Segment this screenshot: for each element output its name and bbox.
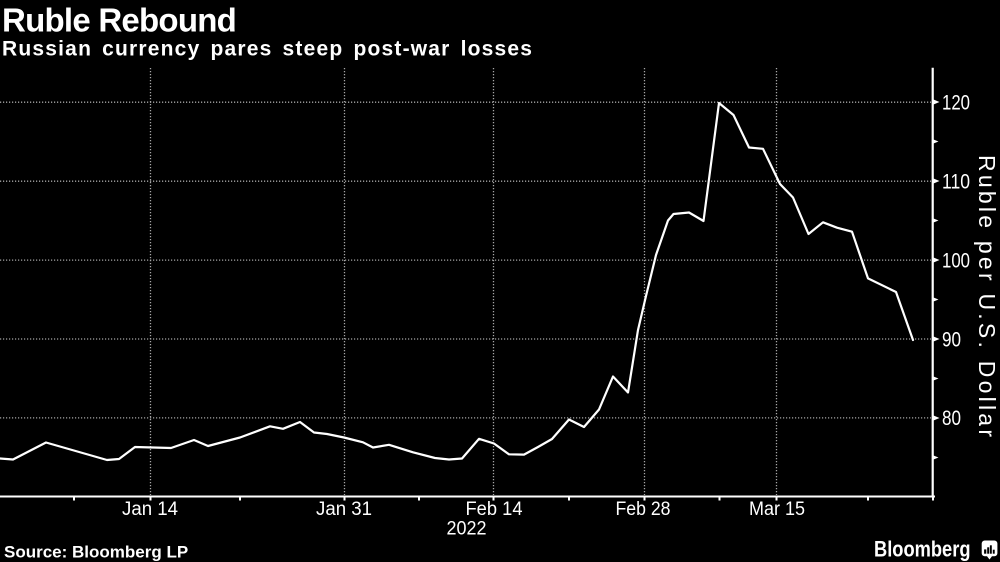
svg-text:Bloomberg: Bloomberg: [874, 536, 971, 561]
svg-text:Source: Bloomberg LP: Source: Bloomberg LP: [4, 543, 188, 562]
svg-text:Russian currency pares steep p: Russian currency pares steep post-war lo…: [2, 37, 533, 60]
svg-text:80: 80: [942, 407, 961, 430]
svg-text:Feb 14: Feb 14: [466, 499, 523, 520]
svg-text:90: 90: [942, 328, 961, 351]
svg-text:100: 100: [942, 249, 970, 272]
svg-text:110: 110: [942, 170, 970, 193]
svg-text:Feb 28: Feb 28: [616, 499, 671, 520]
svg-text:Jan 31: Jan 31: [316, 499, 372, 520]
svg-text:Ruble per U.S. Dollar: Ruble per U.S. Dollar: [974, 155, 1000, 437]
svg-text:Jan 14: Jan 14: [122, 499, 178, 520]
svg-text:Mar 15: Mar 15: [749, 499, 805, 520]
svg-text:2022: 2022: [447, 519, 487, 540]
svg-text:120: 120: [942, 91, 970, 114]
svg-text:Ruble Rebound: Ruble Rebound: [2, 2, 236, 39]
